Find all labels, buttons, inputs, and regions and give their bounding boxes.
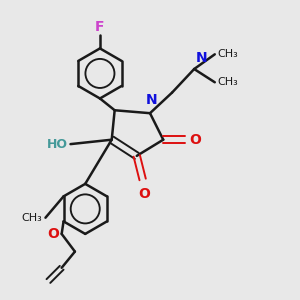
Text: O: O — [190, 133, 202, 147]
Text: O: O — [47, 227, 59, 241]
Text: N: N — [196, 51, 207, 64]
Text: CH₃: CH₃ — [218, 77, 238, 87]
Text: CH₃: CH₃ — [218, 49, 238, 59]
Text: F: F — [95, 20, 105, 34]
Text: O: O — [138, 187, 150, 201]
Text: CH₃: CH₃ — [22, 213, 43, 223]
Text: N: N — [146, 93, 157, 107]
Text: HO: HO — [46, 138, 68, 151]
